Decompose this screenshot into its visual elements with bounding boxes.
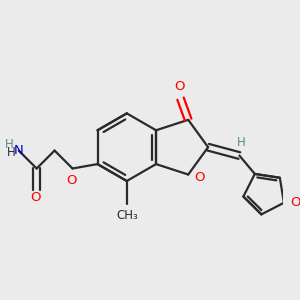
Text: O: O xyxy=(194,171,204,184)
Text: O: O xyxy=(30,191,40,204)
Text: N: N xyxy=(14,144,24,157)
Text: O: O xyxy=(290,196,300,209)
Text: H: H xyxy=(7,146,16,159)
Text: H: H xyxy=(5,138,14,151)
Text: H: H xyxy=(236,136,245,148)
Text: O: O xyxy=(174,80,184,93)
Text: CH₃: CH₃ xyxy=(116,208,138,222)
Text: O: O xyxy=(66,174,76,187)
